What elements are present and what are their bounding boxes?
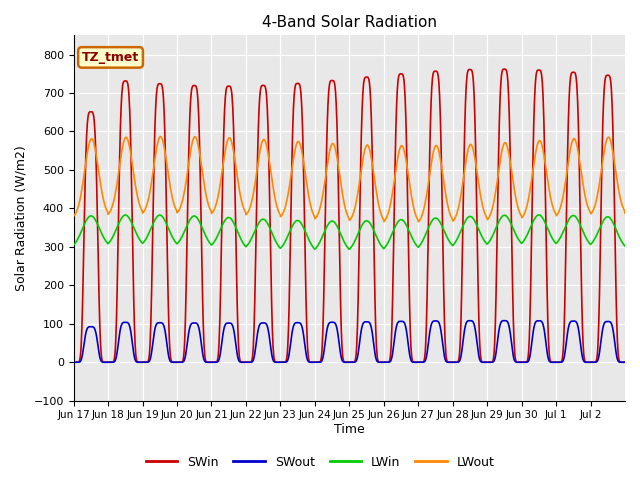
- SWout: [156, 320, 164, 325]
- LWin: [156, 212, 164, 218]
- LWin: [479, 237, 487, 242]
- SWin: [479, 360, 487, 365]
- LWout: [70, 213, 77, 219]
- SWout: [335, 337, 342, 343]
- LWout: [621, 210, 629, 216]
- LWin: [535, 212, 543, 218]
- SWout: [621, 360, 629, 365]
- SWin: [561, 320, 568, 326]
- Y-axis label: Solar Radiation (W/m2): Solar Radiation (W/m2): [15, 145, 28, 291]
- LWin: [621, 243, 629, 249]
- Title: 4-Band Solar Radiation: 4-Band Solar Radiation: [262, 15, 437, 30]
- SWin: [614, 351, 622, 357]
- SWin: [70, 360, 77, 365]
- Line: SWin: SWin: [74, 69, 625, 362]
- SWout: [561, 354, 568, 360]
- LWin: [335, 227, 342, 232]
- LWout: [614, 186, 622, 192]
- LWout: [415, 219, 422, 225]
- SWout: [479, 360, 487, 365]
- LWout: [325, 154, 333, 159]
- Text: TZ_tmet: TZ_tmet: [82, 51, 139, 64]
- LWin: [346, 246, 353, 252]
- LWout: [157, 133, 164, 139]
- SWout: [614, 358, 622, 364]
- LWin: [614, 232, 622, 238]
- Line: LWout: LWout: [74, 136, 625, 222]
- SWin: [621, 360, 629, 365]
- SWin: [335, 203, 342, 208]
- SWout: [70, 360, 77, 365]
- LWin: [324, 221, 332, 227]
- LWout: [335, 168, 343, 174]
- Legend: SWin, SWout, LWin, LWout: SWin, SWout, LWin, LWout: [141, 451, 499, 474]
- LWout: [561, 184, 568, 190]
- Line: LWin: LWin: [74, 215, 625, 249]
- SWin: [156, 81, 164, 87]
- SWin: [324, 95, 332, 100]
- LWin: [561, 226, 568, 231]
- LWin: [70, 242, 77, 248]
- SWin: [500, 66, 508, 72]
- SWout: [500, 318, 508, 324]
- LWout: [480, 208, 488, 214]
- Line: SWout: SWout: [74, 321, 625, 362]
- LWout: [156, 134, 164, 140]
- X-axis label: Time: Time: [334, 423, 365, 436]
- SWout: [324, 322, 332, 327]
